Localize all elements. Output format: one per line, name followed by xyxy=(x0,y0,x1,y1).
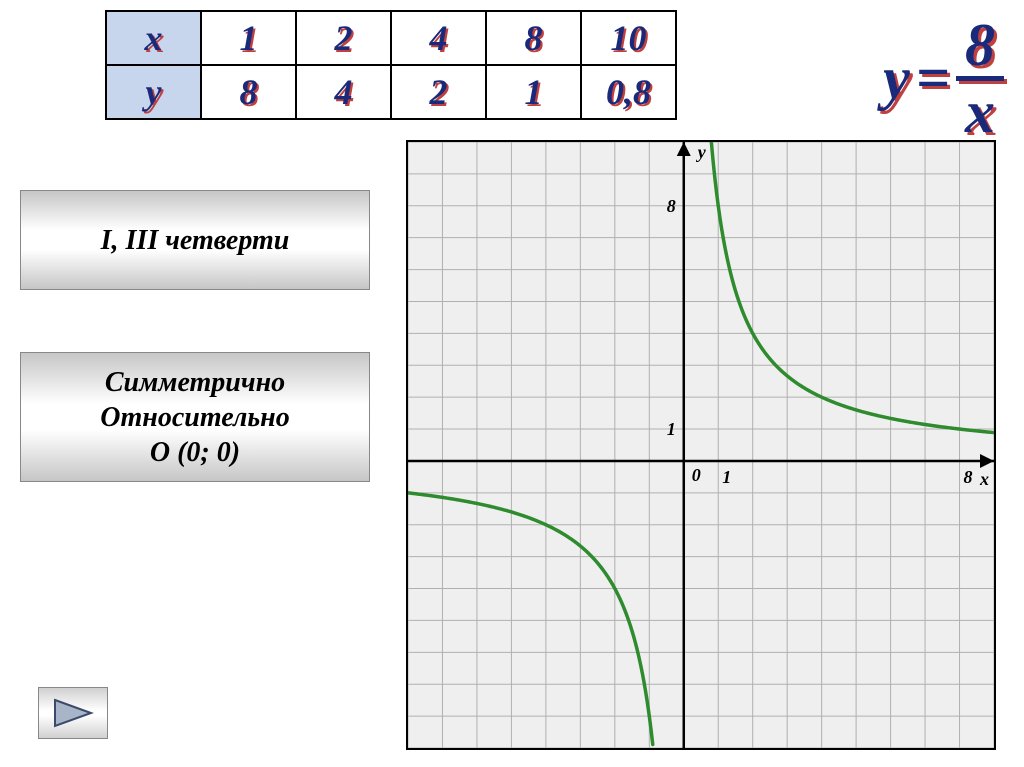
table-header-y: y xyxy=(106,65,201,119)
table-y-2: 2 xyxy=(391,65,486,119)
svg-text:x: x xyxy=(979,469,989,489)
card2-line2: Относительно xyxy=(100,400,289,435)
table-y-4: 0,8 xyxy=(581,65,676,119)
table-y-3: 1 xyxy=(486,65,581,119)
table-x-3: 8 xyxy=(486,11,581,65)
svg-text:8: 8 xyxy=(964,467,973,487)
table-y-0: 8 xyxy=(201,65,296,119)
table-x-0: 1 xyxy=(201,11,296,65)
formula: y = 8 x xyxy=(883,18,1004,139)
table-header-x: x xyxy=(106,11,201,65)
table-x-4: 10 xyxy=(581,11,676,65)
card2-line1: Симметрично xyxy=(105,365,285,400)
triangle-right-icon xyxy=(51,696,95,730)
formula-lhs: y xyxy=(883,44,910,113)
svg-text:y: y xyxy=(696,142,707,162)
card2-line3: O (0; 0) xyxy=(150,435,240,470)
info-card-quadrants: I, III четверти xyxy=(20,190,370,290)
function-chart: 01818xy xyxy=(406,140,996,750)
table-x-2: 4 xyxy=(391,11,486,65)
formula-fraction: 8 x xyxy=(956,18,1004,139)
svg-text:8: 8 xyxy=(667,196,676,216)
next-button[interactable] xyxy=(38,687,108,739)
svg-text:1: 1 xyxy=(722,467,731,487)
formula-eq: = xyxy=(916,44,950,113)
table-x-1: 2 xyxy=(296,11,391,65)
card1-text: I, III четверти xyxy=(101,223,290,258)
formula-numerator: 8 xyxy=(965,18,995,72)
table-y-1: 4 xyxy=(296,65,391,119)
info-card-symmetry: Симметрично Относительно O (0; 0) xyxy=(20,352,370,482)
svg-text:0: 0 xyxy=(692,465,701,485)
formula-denominator: x xyxy=(965,85,995,139)
svg-text:1: 1 xyxy=(667,419,676,439)
xy-table: x 1 2 4 8 10 y 8 4 2 1 0,8 xyxy=(105,10,677,120)
